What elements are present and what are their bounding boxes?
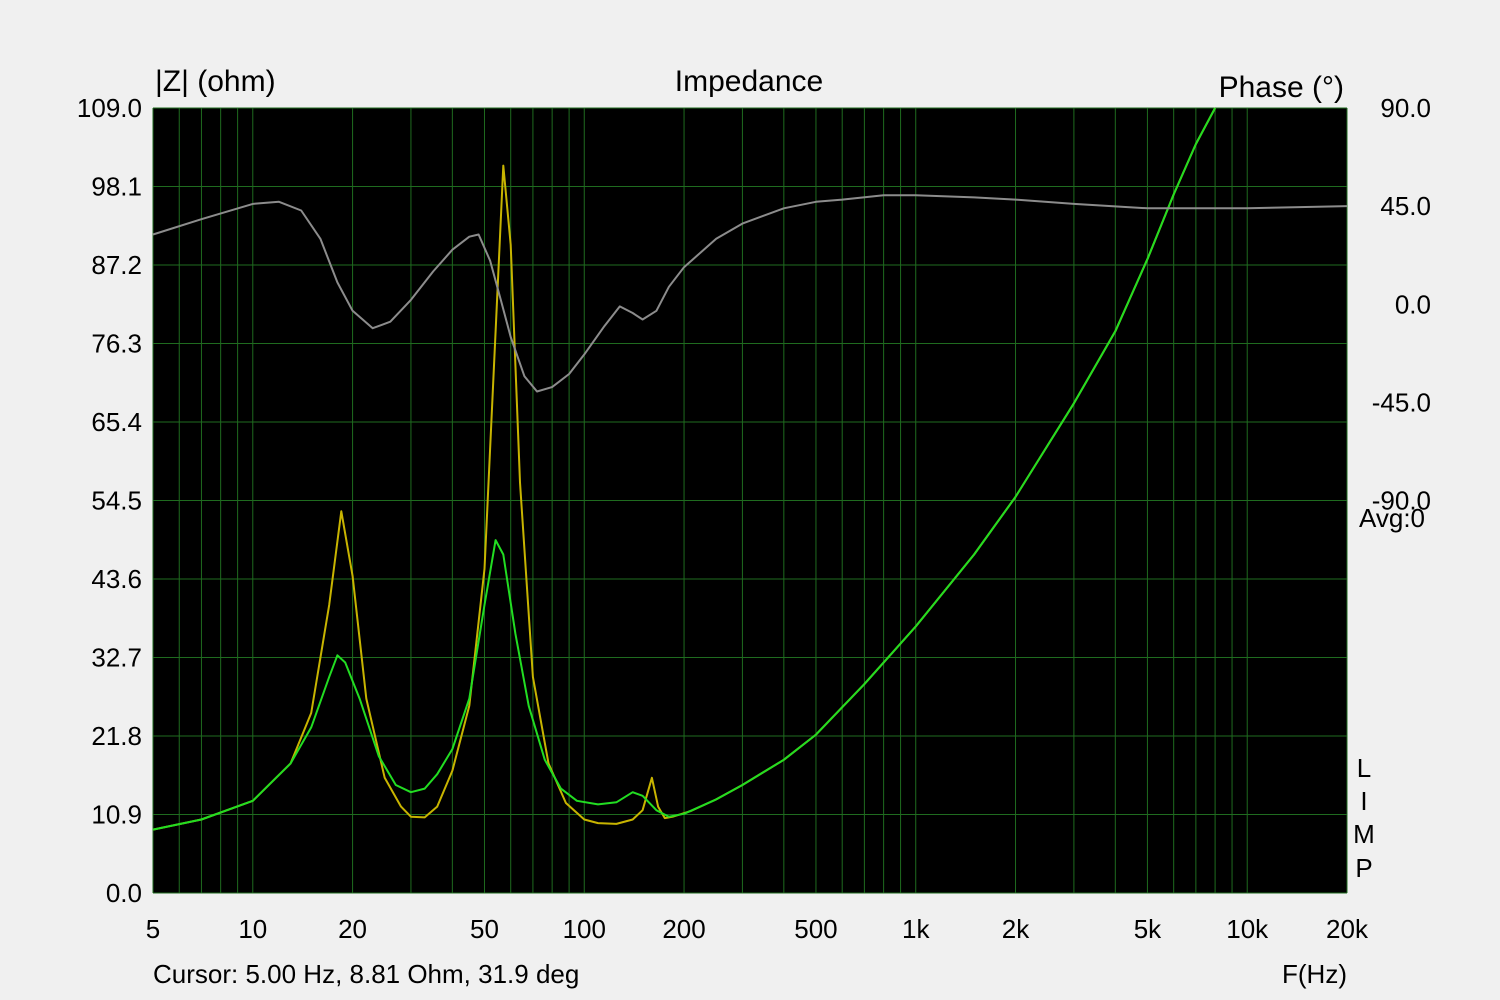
left-axis-label: |Z| (ohm) [155, 65, 276, 98]
series-layer [152, 107, 1348, 831]
y-left-tick-label: 87.2 [91, 250, 142, 280]
x-tick-label: 200 [662, 914, 705, 944]
side-letter-l[interactable]: L [1357, 753, 1371, 783]
chart-title: Impedance [675, 65, 823, 98]
x-tick-label: 1k [902, 914, 930, 944]
y-right-tick-labels: 90.0 45.0 0.0 -45.0 -90.0 [1372, 93, 1431, 516]
avg-label: Avg:0 [1359, 503, 1425, 533]
y-right-tick-label: 0.0 [1395, 289, 1431, 319]
y-left-tick-label: 43.6 [91, 564, 142, 594]
y-left-tick-label: 109.0 [77, 93, 142, 123]
x-tick-label: 2k [1002, 914, 1030, 944]
y-right-tick-label: -90.0 [1372, 486, 1431, 516]
x-tick-label: 10k [1226, 914, 1269, 944]
series-line-phase [152, 194, 1348, 393]
x-tick-label: 20k [1326, 914, 1369, 944]
x-axis-label: F(Hz) [1282, 959, 1347, 989]
y-left-tick-label: 21.8 [91, 721, 142, 751]
y-left-tick-labels: 0.0 10.9 21.8 32.7 43.6 54.5 65.4 76.3 87.2 98.1 1… [77, 93, 142, 908]
x-tick-label: 5 [146, 914, 160, 944]
y-right-tick-label: -45.0 [1372, 387, 1431, 417]
y-right-tick-label: 90.0 [1380, 93, 1431, 123]
x-tick-labels: 5 10 20 50 100 200 500 1k 2k 5k 10k 20k [146, 914, 1369, 944]
y-left-tick-label: 10.9 [91, 800, 142, 830]
right-axis-label: Phase (°) [1219, 71, 1344, 104]
x-tick-label: 10 [238, 914, 267, 944]
y-left-tick-label: 54.5 [91, 486, 142, 516]
cursor-readout: Cursor: 5.00 Hz, 8.81 Ohm, 31.9 deg [153, 959, 579, 989]
y-right-tick-label: 45.0 [1380, 191, 1431, 221]
grid-lines [152, 107, 1348, 894]
x-tick-label: 100 [563, 914, 606, 944]
y-left-tick-label: 98.1 [91, 172, 142, 202]
x-tick-label: 20 [338, 914, 367, 944]
y-left-tick-label: 65.4 [91, 407, 142, 437]
y-left-tick-label: 32.7 [91, 643, 142, 673]
x-tick-label: 50 [470, 914, 499, 944]
y-left-tick-label: 76.3 [91, 329, 142, 359]
x-tick-label: 500 [794, 914, 837, 944]
side-letter-p[interactable]: P [1355, 853, 1372, 883]
y-left-tick-label: 0.0 [106, 878, 142, 908]
series-line-green [152, 107, 1216, 831]
x-tick-label: 5k [1134, 914, 1162, 944]
side-letter-m[interactable]: M [1353, 819, 1375, 849]
side-letter-i[interactable]: I [1360, 786, 1367, 816]
